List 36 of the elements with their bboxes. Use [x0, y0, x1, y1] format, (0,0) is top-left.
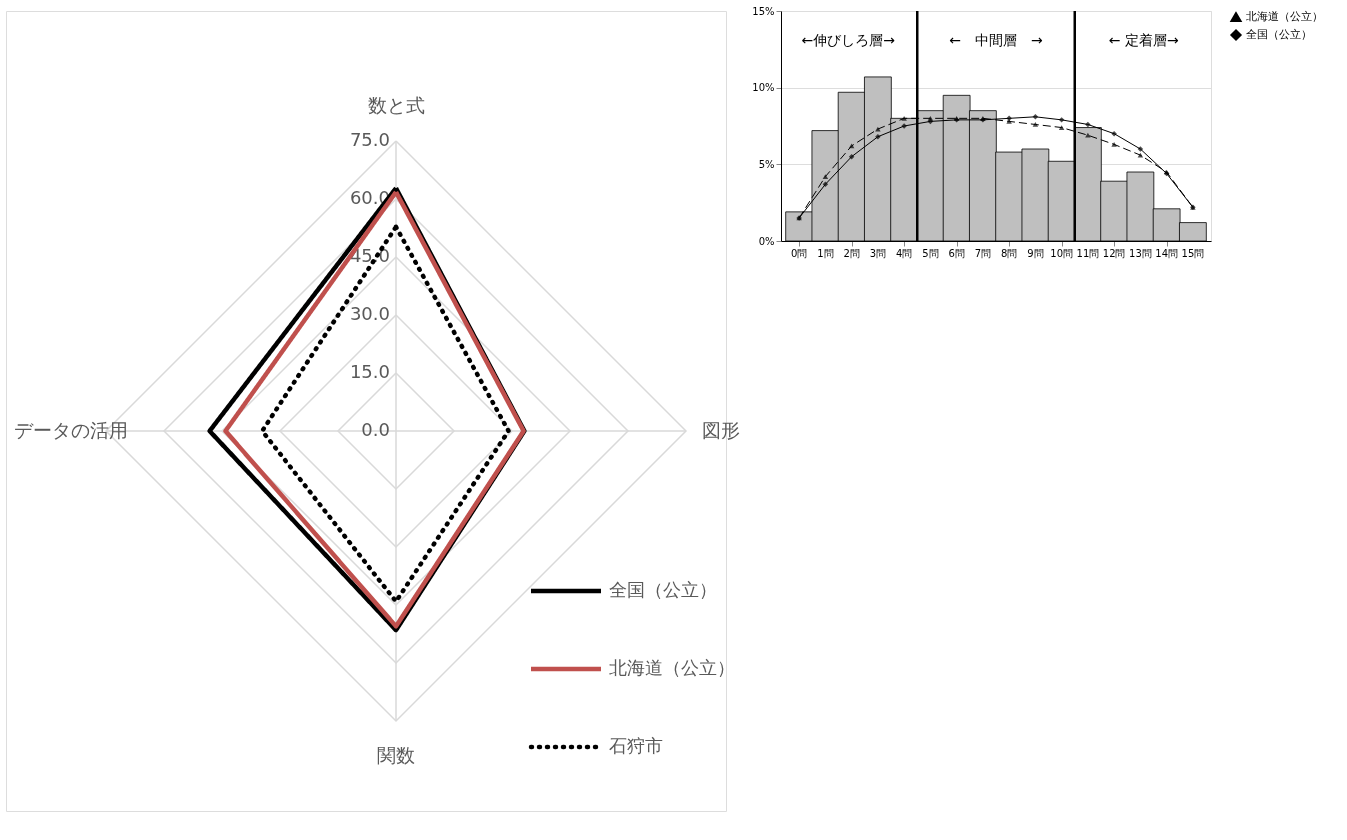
x-tick-label: 5問: [922, 248, 939, 259]
spoke-label: 数と式: [367, 94, 425, 117]
x-tick-label: 9問: [1027, 248, 1044, 259]
x-tick-label: 4問: [895, 248, 913, 259]
y-tick-label: 0%: [758, 235, 775, 247]
legend-label: 北海道（公立）: [1246, 10, 1323, 23]
y-tick-label: 10%: [752, 82, 775, 94]
x-tick-label: 6問: [948, 248, 965, 259]
legend-label: 石狩市: [609, 735, 663, 756]
y-tick-label: 75.0: [349, 129, 390, 150]
legend-label: 全国（公立）: [609, 579, 717, 600]
x-tick-label: 13問: [1129, 248, 1152, 259]
annotation: ← 定着層→: [1108, 32, 1180, 48]
x-tick-label: 8問: [1000, 248, 1018, 259]
y-tick-label: 15.0: [349, 361, 390, 382]
y-tick-label: 0.0: [361, 419, 390, 440]
x-tick-label: 10問: [1050, 248, 1073, 259]
y-tick-label: 30.0: [349, 303, 390, 324]
y-tick-label: 5%: [758, 158, 775, 170]
x-tick-label: 1問: [817, 248, 834, 259]
x-tick-label: 12問: [1102, 248, 1126, 259]
x-tick-label: 7問: [974, 248, 992, 259]
annotation: ← 中間層 →: [949, 32, 1043, 48]
x-tick-label: 14問: [1155, 248, 1178, 259]
x-tick-label: 0問: [790, 248, 808, 259]
x-tick-label: 3問: [869, 248, 887, 259]
x-tick-label: 11問: [1076, 248, 1100, 259]
spoke-label: 図形: [701, 419, 740, 441]
x-tick-label: 15問: [1181, 248, 1205, 259]
y-tick-label: 15%: [752, 5, 775, 17]
legend-label: 全国（公立）: [1246, 28, 1312, 41]
spoke-label: 関数: [377, 743, 415, 766]
x-tick-label: 2問: [843, 248, 860, 259]
spoke-label: データの活用: [14, 419, 129, 441]
annotation: ←伸びしろ層→: [801, 32, 896, 48]
legend-label: 北海道（公立）: [609, 657, 735, 678]
